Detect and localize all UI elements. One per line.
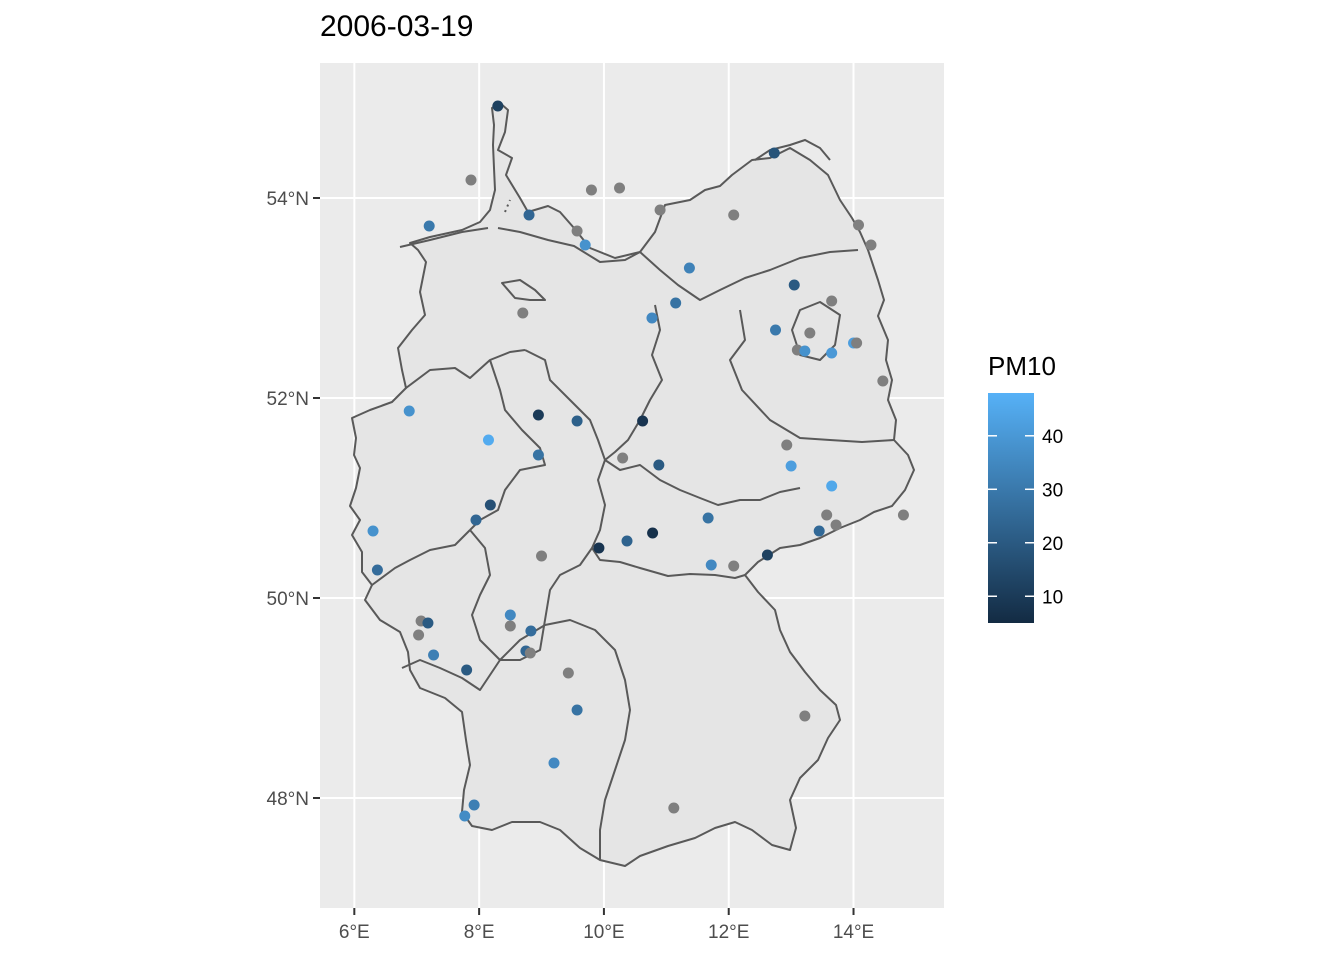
legend-label-0: 10 [1042,587,1063,608]
station-point-31 [637,415,649,427]
station-point-53 [371,564,383,576]
y-tick-label-0: 48°N [267,789,309,810]
station-point-64 [562,667,574,679]
station-point-30 [571,415,583,427]
station-point-6 [571,225,583,237]
station-point-49 [536,550,548,562]
legend-label-3: 40 [1042,427,1063,448]
station-point-1 [465,174,477,186]
station-point-32 [532,449,544,461]
station-point-41 [821,509,833,521]
station-point-17 [646,312,658,324]
coastal-islands [399,138,831,248]
y-tick-label-2: 52°N [267,389,309,410]
station-point-16 [670,297,682,309]
station-point-59 [525,625,537,637]
station-point-67 [548,757,560,769]
station-point-0 [492,100,504,112]
station-point-47 [621,535,633,547]
x-tick-label-1: 8°E [464,922,495,943]
station-point-70 [668,802,680,814]
station-point-60 [428,649,440,661]
station-point-20 [804,327,816,339]
station-point-39 [470,514,482,526]
pm10-points [367,100,909,822]
station-point-55 [504,620,516,632]
station-point-11 [853,219,865,231]
station-point-9 [768,147,780,159]
legend: PM10 10 20 30 40 [988,351,1063,623]
station-point-15 [826,295,838,307]
station-point-54 [504,609,516,621]
station-point-12 [865,239,877,251]
station-point-62 [524,647,536,659]
station-point-35 [781,439,793,451]
legend-ticks: 10 20 30 40 [988,427,1063,608]
legend-title: PM10 [988,351,1056,381]
station-point-3 [523,209,535,221]
station-point-5 [614,182,626,194]
station-point-10 [728,209,740,221]
x-tick-label-3: 12°E [708,922,749,943]
station-point-4 [585,184,597,196]
station-point-34 [653,459,665,471]
station-point-69 [459,810,471,822]
station-point-68 [468,799,480,811]
station-point-66 [799,710,811,722]
station-point-51 [705,559,717,571]
station-point-26 [877,375,889,387]
y-tick-label-3: 54°N [267,189,309,210]
legend-label-2: 30 [1042,480,1063,501]
station-point-58 [413,629,425,641]
station-point-36 [785,460,797,472]
station-point-22 [799,345,811,357]
station-point-46 [813,525,825,537]
station-point-37 [826,480,838,492]
station-point-8 [654,204,666,216]
station-point-25 [851,337,863,349]
legend-colorbar [988,393,1034,623]
station-point-28 [482,434,494,446]
station-point-13 [683,262,695,274]
station-point-44 [367,525,379,537]
station-point-2 [423,220,435,232]
station-point-45 [647,527,659,539]
x-tick-label-0: 6°E [339,922,370,943]
station-point-57 [422,617,434,629]
state-borders [371,227,895,860]
station-point-38 [484,499,496,511]
station-point-50 [761,549,773,561]
plot-title: 2006-03-19 [320,10,474,43]
station-point-40 [702,512,714,524]
station-point-23 [826,347,838,359]
station-point-27 [403,405,415,417]
station-point-63 [461,664,473,676]
x-tick-label-2: 10°E [583,922,624,943]
station-point-65 [571,704,583,716]
x-tick-label-4: 14°E [833,922,874,943]
legend-label-1: 20 [1042,534,1063,555]
station-point-42 [830,519,842,531]
station-point-43 [897,509,909,521]
y-tick-label-1: 50°N [267,589,309,610]
station-point-48 [593,542,605,554]
station-point-14 [788,279,800,291]
station-point-52 [728,560,740,572]
station-point-33 [617,452,629,464]
station-point-29 [532,409,544,421]
axis-ticks: 6°E 8°E 10°E 12°E 14°E 48°N 50°N 52°N 54°N [267,189,875,943]
station-point-18 [517,307,529,319]
station-point-7 [579,239,591,251]
station-point-19 [770,324,782,336]
